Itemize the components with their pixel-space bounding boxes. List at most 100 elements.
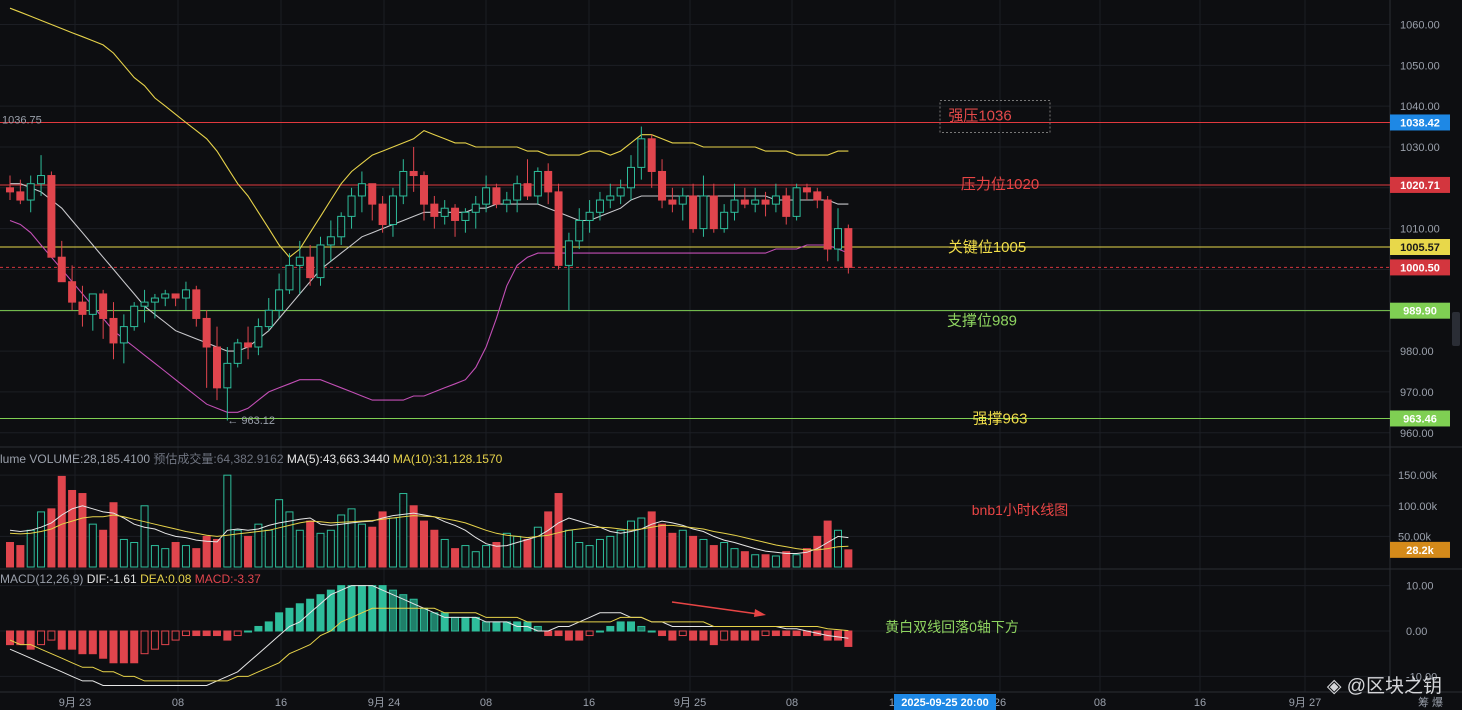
candle-body bbox=[213, 346, 221, 389]
macd-bar bbox=[150, 630, 159, 650]
volume-bar bbox=[171, 542, 180, 568]
macd-bar bbox=[627, 621, 635, 632]
candle-body bbox=[844, 228, 853, 268]
macd-bar bbox=[285, 607, 294, 632]
candle bbox=[295, 240, 304, 294]
candle bbox=[223, 347, 232, 421]
candle-body bbox=[57, 256, 66, 283]
price-tick-label: 1040.00 bbox=[1400, 101, 1440, 113]
candle-body bbox=[792, 187, 801, 217]
macd-tick-label: 0.00 bbox=[1406, 626, 1427, 638]
candle-body bbox=[357, 183, 366, 197]
candle-body bbox=[513, 183, 522, 201]
candle bbox=[616, 179, 625, 205]
volume-bar bbox=[213, 538, 221, 568]
volume-bar bbox=[109, 502, 118, 568]
volume-bar bbox=[564, 529, 573, 568]
candle bbox=[161, 289, 170, 307]
volume-bar bbox=[492, 542, 501, 568]
candle-body bbox=[202, 317, 211, 348]
high-price-label: 1036.75 bbox=[2, 114, 42, 126]
volume-header-item: 预估成交量:64,382.9162 bbox=[150, 451, 284, 466]
time-tick-label: 9月 27 bbox=[1289, 697, 1321, 709]
candle bbox=[492, 183, 501, 209]
candle bbox=[285, 253, 294, 294]
candle bbox=[181, 281, 190, 311]
volume-bar bbox=[440, 538, 449, 568]
candle bbox=[399, 159, 408, 205]
macd-bar bbox=[202, 630, 211, 637]
candle-body bbox=[378, 203, 387, 226]
price-scale-handle[interactable] bbox=[1452, 312, 1460, 346]
macd-bar bbox=[440, 612, 449, 632]
macd-bar bbox=[461, 616, 470, 632]
volume-bar bbox=[471, 551, 480, 568]
volume-header-item: MA(10):31,128.1570 bbox=[390, 452, 503, 466]
volume-bar bbox=[709, 545, 718, 568]
volume-bar bbox=[378, 511, 387, 568]
price-tag-label: 963.46 bbox=[1403, 413, 1437, 425]
candle-body bbox=[668, 199, 677, 205]
macd-bar bbox=[140, 630, 149, 655]
macd-bar bbox=[471, 616, 480, 632]
candle-body bbox=[99, 293, 108, 319]
candle bbox=[823, 195, 832, 262]
candle bbox=[347, 187, 356, 229]
candle-body bbox=[730, 199, 739, 213]
candle-body bbox=[130, 305, 139, 328]
time-tick-label: 08 bbox=[172, 697, 184, 709]
candle-body bbox=[585, 211, 594, 221]
candle bbox=[264, 298, 273, 331]
macd-bar bbox=[751, 630, 760, 641]
candle-body bbox=[689, 195, 698, 230]
candle bbox=[316, 236, 325, 286]
candle-body bbox=[802, 187, 811, 193]
candle-body bbox=[140, 301, 149, 307]
volume-bar bbox=[88, 523, 97, 568]
price-tag: 1005.57 bbox=[1390, 238, 1450, 255]
volume-tick-label: 150.00k bbox=[1398, 470, 1438, 482]
candle bbox=[709, 183, 718, 233]
candle bbox=[337, 212, 346, 245]
candle-body bbox=[761, 199, 770, 205]
volume-bar bbox=[482, 545, 491, 568]
macd-header-item: DIF:-1.61 bbox=[83, 572, 137, 586]
candle bbox=[57, 240, 66, 283]
volume-bar bbox=[202, 535, 211, 568]
macd-bar bbox=[6, 630, 14, 646]
arrow-shaft bbox=[671, 601, 759, 615]
macd-bar bbox=[192, 630, 201, 637]
binance-logo-icon: ◈ bbox=[1326, 676, 1347, 697]
volume-bar bbox=[751, 554, 760, 568]
volume-bar bbox=[254, 523, 263, 568]
candle bbox=[368, 183, 377, 221]
candle-body bbox=[658, 170, 667, 201]
price-tag-label: 1020.71 bbox=[1400, 180, 1440, 192]
candle bbox=[275, 273, 284, 319]
volume-bar bbox=[68, 489, 77, 568]
volume-bar bbox=[192, 548, 201, 568]
volume-bar bbox=[388, 517, 397, 568]
volume-bar bbox=[233, 529, 242, 568]
crosshair-time-label: 2025-09-25 20:00 bbox=[901, 697, 988, 709]
macd-bar bbox=[233, 630, 242, 637]
volume-bar bbox=[461, 545, 470, 568]
volume-bar bbox=[337, 514, 346, 568]
macd-bar bbox=[730, 630, 739, 641]
candle-body bbox=[37, 175, 46, 185]
volume-tag-label: 28.2k bbox=[1406, 545, 1434, 557]
volume-bar bbox=[357, 523, 366, 568]
candle bbox=[233, 338, 242, 368]
candle bbox=[730, 183, 739, 221]
candle bbox=[751, 187, 760, 213]
macd-bar bbox=[595, 630, 604, 633]
macd-bar bbox=[357, 585, 366, 632]
candle-body bbox=[699, 195, 708, 230]
price-tag-bg bbox=[1390, 238, 1450, 255]
candle-body bbox=[285, 264, 294, 291]
volume-bar bbox=[451, 548, 460, 568]
candle bbox=[388, 187, 397, 237]
candle-body bbox=[709, 195, 718, 230]
volume-bar bbox=[26, 529, 35, 568]
candle bbox=[37, 155, 46, 196]
